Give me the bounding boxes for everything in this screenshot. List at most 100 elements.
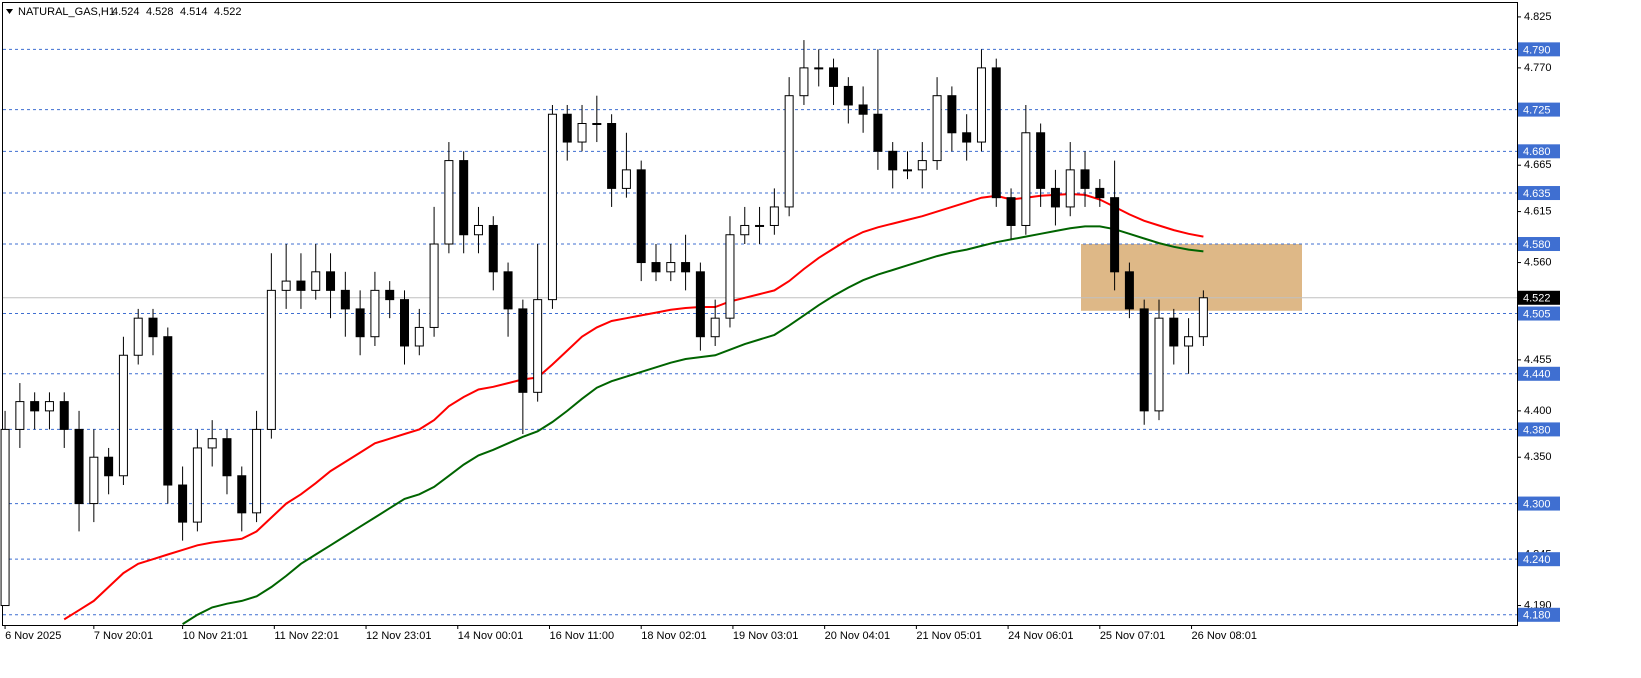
candle-body xyxy=(1110,197,1120,273)
level-label-box xyxy=(1518,496,1560,511)
candle-body xyxy=(1050,187,1060,208)
level-label: 4.505 xyxy=(1523,308,1551,320)
x-tick-label: 11 Nov 22:01 xyxy=(274,630,339,642)
y-tick-label: 4.400 xyxy=(1524,405,1552,417)
candle-body xyxy=(843,85,853,106)
candle-body xyxy=(873,113,883,152)
candle-body xyxy=(784,95,794,208)
candle-body xyxy=(503,271,513,310)
candle-body xyxy=(237,475,247,514)
x-tick-label: 16 Nov 11:00 xyxy=(549,630,614,642)
price-label: 4.522 xyxy=(1523,293,1551,305)
quote-value: 4.528 xyxy=(146,6,174,18)
candle-body xyxy=(89,456,99,505)
candle-body xyxy=(666,262,676,273)
candle-body xyxy=(858,104,868,115)
candle-body xyxy=(621,169,631,189)
y-tick-label: 4.825 xyxy=(1524,11,1552,23)
candle-body xyxy=(1139,308,1149,412)
plot-border xyxy=(2,2,1518,626)
candle-body xyxy=(1169,317,1179,347)
level-label: 4.300 xyxy=(1523,498,1551,510)
x-tick-label: 19 Nov 03:01 xyxy=(733,630,798,642)
candle-body xyxy=(1021,132,1031,226)
candle-body xyxy=(917,160,927,171)
quote-value: 4.524 xyxy=(112,6,140,18)
menu-arrow[interactable] xyxy=(6,9,13,14)
candle-body xyxy=(0,428,10,607)
candle-body xyxy=(533,299,543,393)
candle-body xyxy=(1065,169,1075,208)
candle-body xyxy=(15,401,25,430)
level-label: 4.240 xyxy=(1523,554,1551,566)
candle-body xyxy=(932,95,942,162)
candle-body xyxy=(962,132,972,143)
candle-body xyxy=(651,262,661,273)
candle-body xyxy=(592,123,602,126)
candle-body xyxy=(459,160,469,236)
candle-body xyxy=(355,308,365,338)
candle-body xyxy=(1006,197,1016,226)
y-tick-label: 4.615 xyxy=(1524,205,1552,217)
candle-body xyxy=(888,150,898,171)
candle-body xyxy=(976,67,986,143)
chart-title: NATURAL_GAS,H1 xyxy=(18,6,115,18)
y-tick-label: 4.560 xyxy=(1524,256,1552,268)
level-label-box xyxy=(1518,237,1560,252)
level-label-box xyxy=(1518,607,1560,622)
candle-body xyxy=(1124,271,1134,310)
candle-body xyxy=(296,280,306,291)
candle-body xyxy=(148,317,158,338)
candle-body xyxy=(429,243,439,328)
candle-body xyxy=(192,447,202,523)
candle-body xyxy=(518,308,528,393)
candle-body xyxy=(163,336,173,486)
candle-body xyxy=(414,326,424,347)
x-tick-label: 25 Nov 07:01 xyxy=(1100,630,1165,642)
candle-body xyxy=(118,354,128,477)
candle-body xyxy=(1184,336,1194,347)
candle-body xyxy=(44,401,54,412)
candle-body xyxy=(769,206,779,226)
candle-body xyxy=(725,234,735,319)
candle-body xyxy=(947,95,957,134)
candle-body xyxy=(636,169,646,264)
candle-body xyxy=(281,280,291,291)
candle-body xyxy=(266,289,276,430)
x-tick-label: 24 Nov 06:01 xyxy=(1008,630,1073,642)
candle-body xyxy=(59,401,69,430)
candle-body xyxy=(473,224,483,236)
candle-body xyxy=(547,113,557,301)
x-tick-label: 12 Nov 23:01 xyxy=(366,630,431,642)
candle-body xyxy=(1154,317,1164,412)
y-tick-label: 4.455 xyxy=(1524,354,1552,366)
level-label: 4.635 xyxy=(1523,188,1551,200)
candle-body xyxy=(1036,132,1046,189)
level-label-box xyxy=(1518,422,1560,437)
x-tick-label: 26 Nov 08:01 xyxy=(1192,630,1257,642)
candle-body xyxy=(814,67,824,70)
y-tick-label: 4.770 xyxy=(1524,62,1552,74)
level-label: 4.680 xyxy=(1523,146,1551,158)
candle-body xyxy=(799,67,809,97)
x-tick-label: 10 Nov 21:01 xyxy=(183,630,248,642)
level-label-box xyxy=(1518,306,1560,321)
candle-body xyxy=(30,401,40,412)
x-tick-label: 20 Nov 04:01 xyxy=(825,630,890,642)
candle-body xyxy=(207,438,217,449)
candle-body xyxy=(222,438,232,477)
level-label-box xyxy=(1518,186,1560,201)
candle-body xyxy=(681,262,691,273)
x-tick-label: 6 Nov 2025 xyxy=(5,630,61,642)
candle-body xyxy=(178,484,188,523)
y-tick-label: 4.665 xyxy=(1524,159,1552,171)
x-tick-label: 7 Nov 20:01 xyxy=(94,630,153,642)
candle-body xyxy=(902,169,912,172)
moving-average xyxy=(182,225,1204,625)
x-tick-label: 21 Nov 05:01 xyxy=(916,630,981,642)
candle-body xyxy=(710,317,720,338)
y-tick-label: 4.350 xyxy=(1524,451,1552,463)
level-label-box xyxy=(1518,102,1560,117)
level-label: 4.380 xyxy=(1523,424,1551,436)
